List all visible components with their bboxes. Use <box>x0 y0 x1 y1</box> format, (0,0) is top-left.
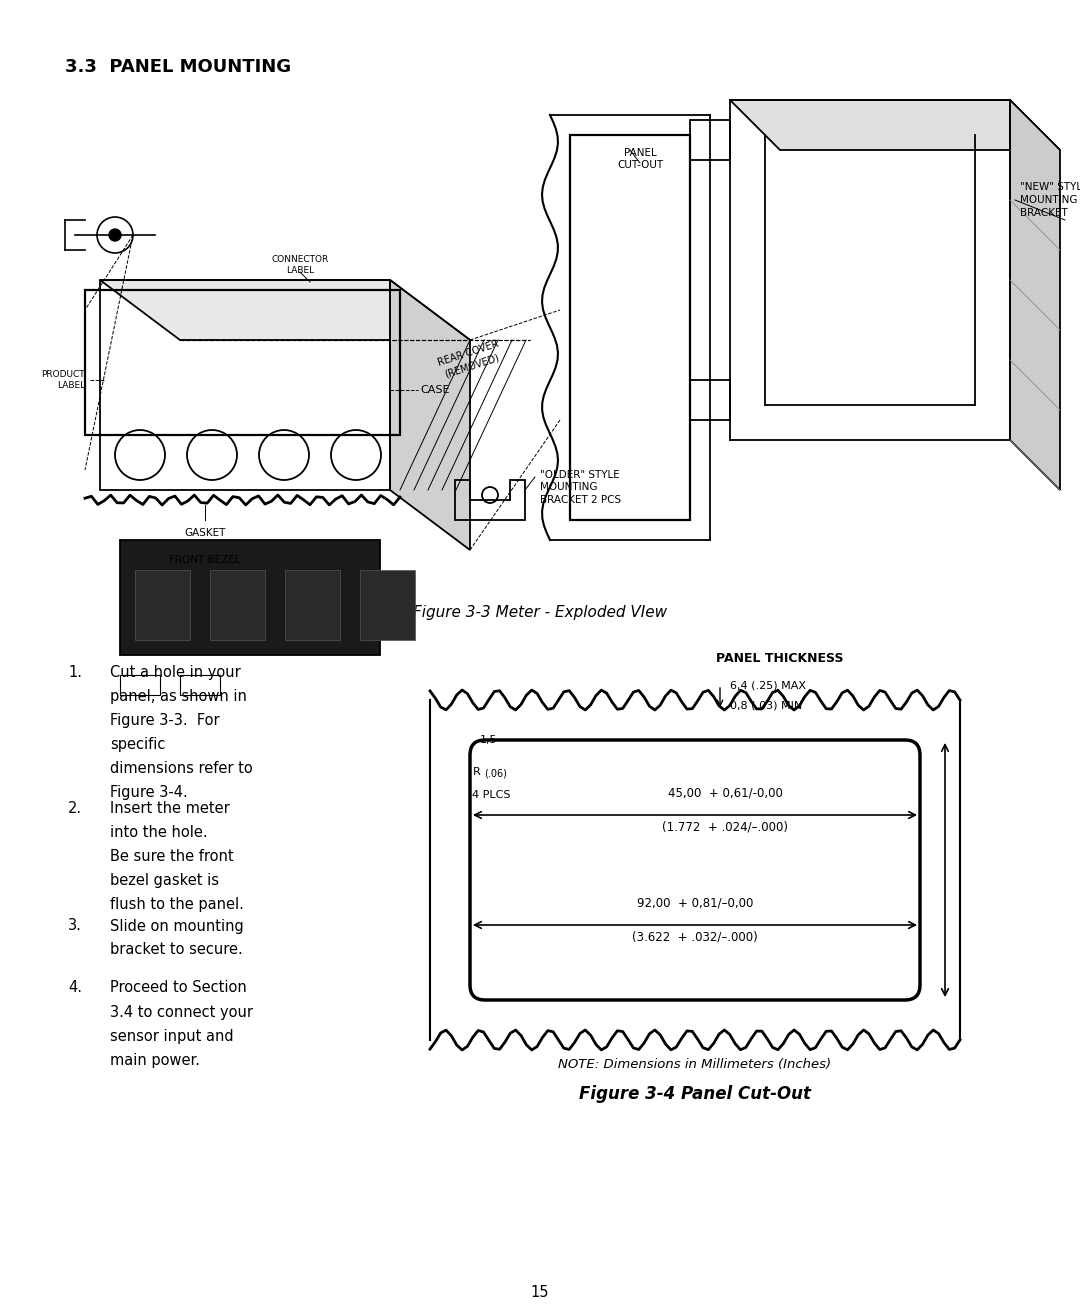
Text: GASKET: GASKET <box>185 528 226 538</box>
Text: 4 PLCS: 4 PLCS <box>472 791 511 800</box>
Text: 1,5: 1,5 <box>480 735 498 745</box>
Text: CASE: CASE <box>420 385 449 395</box>
Text: CONNECTOR
LABEL: CONNECTOR LABEL <box>271 256 328 275</box>
Text: 6,4 (.25) MAX: 6,4 (.25) MAX <box>730 680 806 690</box>
Polygon shape <box>120 540 380 656</box>
Text: Cut a hole in your
panel, as shown in
Figure 3-3.  For
specific
dimensions refer: Cut a hole in your panel, as shown in Fi… <box>110 665 253 800</box>
Text: 0,8 (.03) MIN: 0,8 (.03) MIN <box>730 700 802 711</box>
Text: (.06): (.06) <box>484 768 507 777</box>
Text: REAR COVER
(REMOVED): REAR COVER (REMOVED) <box>436 340 503 380</box>
Polygon shape <box>135 570 190 640</box>
Text: Figure 3-3 Meter - Exploded VIew: Figure 3-3 Meter - Exploded VIew <box>413 604 667 620</box>
Text: $\mathsf{R}$: $\mathsf{R}$ <box>472 766 482 777</box>
Text: Slide on mounting
bracket to secure.: Slide on mounting bracket to secure. <box>110 919 244 957</box>
Text: "NEW" STYLE
MOUNTING
BRACKET: "NEW" STYLE MOUNTING BRACKET <box>1020 182 1080 218</box>
Text: 45,00  + 0,61/-0,00: 45,00 + 0,61/-0,00 <box>667 787 782 800</box>
Text: 1.: 1. <box>68 665 82 680</box>
Polygon shape <box>210 570 265 640</box>
Text: 3.: 3. <box>68 919 82 933</box>
Polygon shape <box>285 570 340 640</box>
Polygon shape <box>360 570 415 640</box>
Text: "OLDER" STYLE
MOUNTING
BRACKET 2 PCS: "OLDER" STYLE MOUNTING BRACKET 2 PCS <box>540 471 621 505</box>
Polygon shape <box>1010 100 1059 490</box>
Text: PANEL
CUT-OUT: PANEL CUT-OUT <box>617 148 663 170</box>
Text: 3.3  PANEL MOUNTING: 3.3 PANEL MOUNTING <box>65 58 292 76</box>
Text: (3.622  + .032/–.000): (3.622 + .032/–.000) <box>632 929 758 943</box>
Text: PANEL THICKNESS: PANEL THICKNESS <box>716 652 843 665</box>
Text: FRONT BEZEL: FRONT BEZEL <box>170 555 241 565</box>
Text: (1.772  + .024/–.000): (1.772 + .024/–.000) <box>662 819 788 832</box>
Polygon shape <box>100 281 470 340</box>
Text: PRODUCT
LABEL: PRODUCT LABEL <box>41 370 85 391</box>
Text: 92,00  + 0,81/–0,00: 92,00 + 0,81/–0,00 <box>637 897 753 910</box>
Text: Proceed to Section
3.4 to connect your
sensor input and
main power.: Proceed to Section 3.4 to connect your s… <box>110 981 253 1067</box>
Circle shape <box>109 229 121 241</box>
Polygon shape <box>730 100 1059 149</box>
Text: 4.: 4. <box>68 981 82 995</box>
Text: 15: 15 <box>530 1285 550 1301</box>
Text: Insert the meter
into the hole.
Be sure the front
bezel gasket is
flush to the p: Insert the meter into the hole. Be sure … <box>110 801 244 912</box>
Text: Figure 3-4 Panel Cut-Out: Figure 3-4 Panel Cut-Out <box>579 1086 811 1103</box>
Text: NOTE: Dimensions in Millimeters (Inches): NOTE: Dimensions in Millimeters (Inches) <box>558 1058 832 1071</box>
Polygon shape <box>390 281 470 551</box>
Polygon shape <box>570 135 690 520</box>
Text: 2.: 2. <box>68 801 82 815</box>
